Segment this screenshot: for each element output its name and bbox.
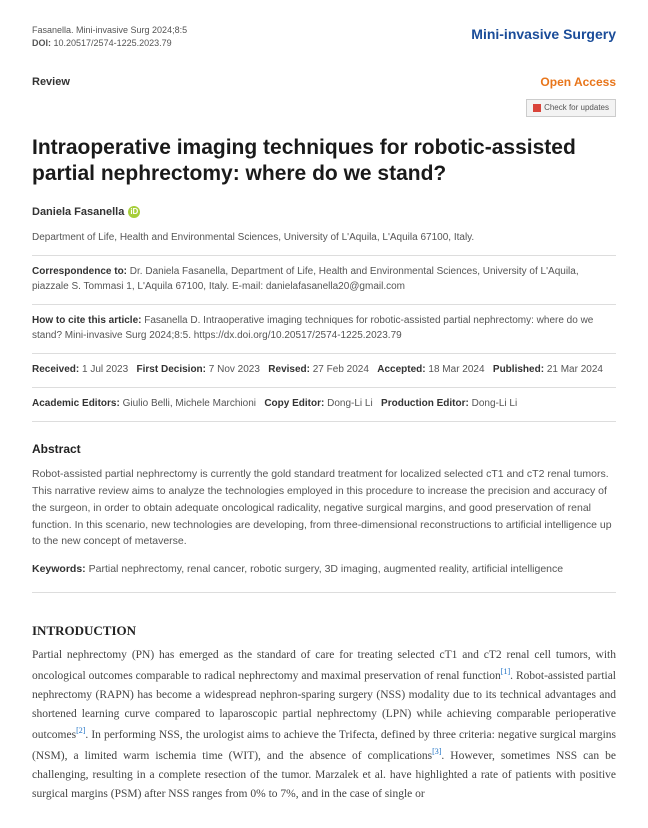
- affiliation: Department of Life, Health and Environme…: [32, 230, 616, 245]
- divider: [32, 304, 616, 305]
- keywords-row: Keywords: Partial nephrectomy, renal can…: [32, 562, 616, 578]
- check-updates-icon: [533, 104, 541, 112]
- article-type-row: Review Open Access: [32, 73, 616, 91]
- citation-line: Fasanella. Mini-invasive Surg 2024;8:5: [32, 25, 187, 35]
- correspondence-block: Correspondence to: Dr. Daniela Fasanella…: [32, 264, 616, 294]
- divider: [32, 255, 616, 256]
- abstract-text: Robot-assisted partial nephrectomy is cu…: [32, 466, 616, 550]
- divider: [32, 387, 616, 388]
- received-label: Received:: [32, 364, 79, 375]
- divider: [32, 353, 616, 354]
- revised-label: Revised:: [268, 364, 310, 375]
- check-updates-button[interactable]: Check for updates: [526, 99, 616, 117]
- divider: [32, 421, 616, 422]
- review-label: Review: [32, 74, 70, 91]
- first-decision-label: First Decision:: [137, 364, 206, 375]
- author-row: Daniela Fasanella iD: [32, 204, 616, 221]
- cite-block: How to cite this article: Fasanella D. I…: [32, 313, 616, 343]
- published-value: 21 Mar 2024: [547, 364, 603, 375]
- cite-label: How to cite this article:: [32, 315, 141, 326]
- introduction-paragraph: Partial nephrectomy (PN) has emerged as …: [32, 646, 616, 803]
- production-editor-value: Dong-Li Li: [472, 398, 518, 409]
- accepted-value: 18 Mar 2024: [428, 364, 484, 375]
- author-name[interactable]: Daniela Fasanella: [32, 204, 124, 221]
- introduction-heading: INTRODUCTION: [32, 621, 616, 641]
- reference-3[interactable]: [3]: [432, 747, 441, 756]
- academic-editors-label: Academic Editors:: [32, 398, 120, 409]
- keywords-label: Keywords:: [32, 563, 86, 575]
- production-editor-label: Production Editor:: [381, 398, 469, 409]
- open-access-badge: Open Access: [540, 73, 616, 91]
- first-decision-value: 7 Nov 2023: [209, 364, 260, 375]
- keywords-text: Partial nephrectomy, renal cancer, robot…: [89, 563, 563, 575]
- check-updates-label: Check for updates: [544, 102, 609, 114]
- copy-editor-label: Copy Editor:: [264, 398, 324, 409]
- journal-name: Mini-invasive Surgery: [471, 24, 616, 45]
- orcid-icon[interactable]: iD: [128, 206, 140, 218]
- header-row: Fasanella. Mini-invasive Surg 2024;8:5 D…: [32, 24, 616, 49]
- academic-editors-value: Giulio Belli, Michele Marchioni: [123, 398, 256, 409]
- doi-label: DOI:: [32, 38, 51, 48]
- citation-block: Fasanella. Mini-invasive Surg 2024;8:5 D…: [32, 24, 187, 49]
- editors-row: Academic Editors: Giulio Belli, Michele …: [32, 396, 616, 411]
- accepted-label: Accepted:: [377, 364, 425, 375]
- correspondence-label: Correspondence to:: [32, 266, 127, 277]
- doi-value: 10.20517/2574-1225.2023.79: [54, 38, 172, 48]
- copy-editor-value: Dong-Li Li: [327, 398, 373, 409]
- reference-1[interactable]: [1]: [501, 667, 510, 676]
- reference-2[interactable]: [2]: [76, 726, 85, 735]
- abstract-heading: Abstract: [32, 440, 616, 458]
- received-value: 1 Jul 2023: [82, 364, 128, 375]
- divider: [32, 592, 616, 593]
- check-updates-row: Check for updates: [32, 99, 616, 117]
- published-label: Published:: [493, 364, 544, 375]
- dates-row: Received: 1 Jul 2023 First Decision: 7 N…: [32, 362, 616, 377]
- article-title: Intraoperative imaging techniques for ro…: [32, 135, 616, 188]
- revised-value: 27 Feb 2024: [313, 364, 369, 375]
